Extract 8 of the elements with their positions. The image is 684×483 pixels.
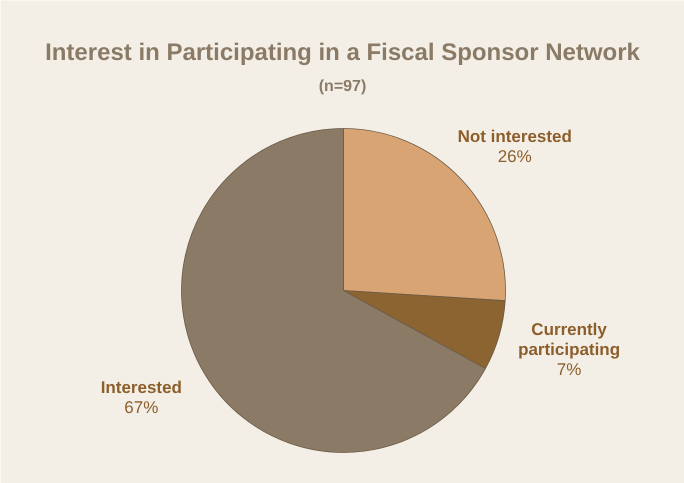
- chart-subtitle: (n=97): [318, 78, 366, 95]
- chart-title: Interest in Participating in a Fiscal Sponsor Network: [45, 39, 641, 66]
- slice-label: Currently participating: [518, 320, 620, 359]
- data-label: 26%: [498, 146, 532, 166]
- slice-label: Not interested: [458, 126, 572, 146]
- slice-label: Interested: [100, 378, 182, 398]
- data-label: 67%: [124, 398, 158, 418]
- data-label: 7%: [556, 360, 582, 379]
